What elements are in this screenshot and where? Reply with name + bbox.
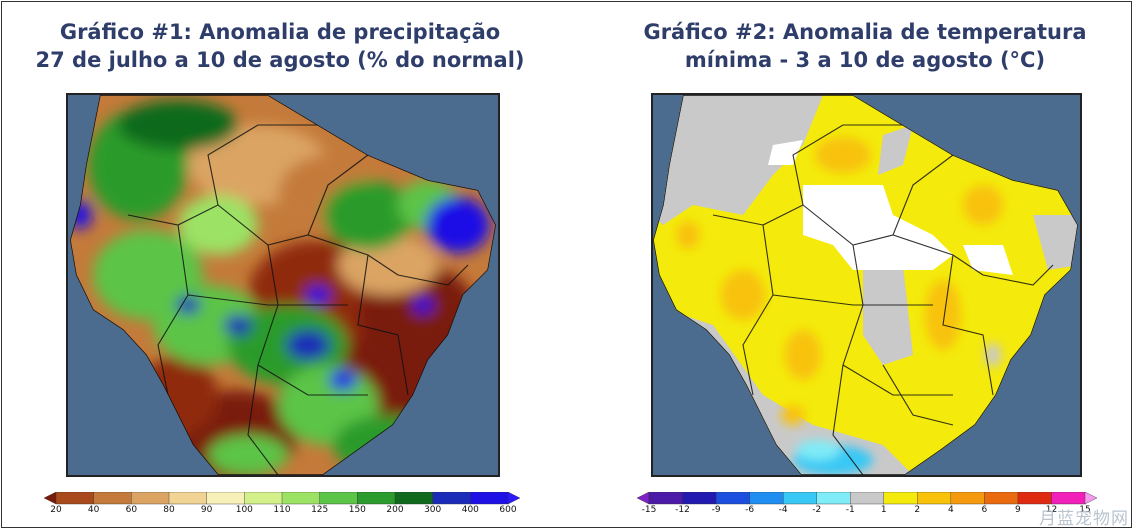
temperature-colorbar-label: 9 <box>1015 505 1021 515</box>
temperature-colorbar-label: -9 <box>711 505 721 515</box>
precipitation-colorbar-segment <box>44 492 57 505</box>
temperature-colorbar-segment <box>917 492 952 505</box>
precipitation-colorbar-label: 125 <box>311 505 329 515</box>
precipitation-colorbar-label: 600 <box>499 505 517 515</box>
precipitation-colorbar <box>44 492 520 505</box>
chart2-title-line1: Gráfico #2: Anomalia de temperatura <box>643 20 1087 44</box>
precipitation-colorbar-segment <box>507 492 520 505</box>
temperature-colorbar-label: -6 <box>745 505 755 515</box>
precipitation-colorbar-segment <box>168 492 208 505</box>
temperature-colorbar-segment <box>984 492 1019 505</box>
temperature-colorbar-segment <box>637 492 650 505</box>
temperature-colorbar-label: -1 <box>845 505 855 515</box>
precipitation-colorbar-labels: 20 40 60 80 90 100 110 125 150 200 300 400 600 <box>44 505 520 519</box>
temperature-colorbar-segment <box>749 492 784 505</box>
temperature-colorbar-label: 12 <box>1045 505 1058 515</box>
temperature-colorbar-label: -12 <box>675 505 690 515</box>
temperature-colorbar-segment <box>883 492 919 505</box>
temperature-colorbar-segment <box>782 492 818 505</box>
temperature-colorbar-label: 4 <box>947 505 954 515</box>
temperature-colorbar-segment <box>715 492 751 505</box>
precipitation-colorbar-segment <box>93 492 133 505</box>
temperature-colorbar-label: -2 <box>812 505 822 515</box>
temperature-anomaly-map <box>651 93 1082 477</box>
chart1-title-line1: Gráfico #1: Anomalia de precipitação <box>59 20 501 44</box>
precipitation-colorbar-segment <box>131 492 170 505</box>
precipitation-colorbar-segment <box>470 492 509 505</box>
precipitation-colorbar-segment <box>394 492 434 505</box>
chart2-title-line2: mínima - 3 a 10 de agosto (°C) <box>684 48 1046 72</box>
precipitation-colorbar-segment <box>206 492 246 505</box>
precipitation-colorbar-segment <box>357 492 396 505</box>
temperature-colorbar-segment <box>950 492 986 505</box>
precipitation-colorbar-label: 110 <box>273 505 291 515</box>
temperature-colorbar-label: 2 <box>914 505 921 515</box>
temperature-colorbar-label: 15 <box>1079 505 1091 515</box>
temperature-colorbar-segment <box>1051 492 1086 505</box>
chart1-title: Gráfico #1: Anomalia de precipitação 27 … <box>0 18 560 74</box>
temperature-colorbar-segment <box>816 492 851 505</box>
precipitation-colorbar-label: 90 <box>200 505 213 515</box>
temperature-colorbar-labels: -15 -12 -9 -6 -4 -2 -1 1 2 4 6 9 12 15 <box>637 505 1097 519</box>
precipitation-colorbar-segment <box>432 492 472 505</box>
temperature-colorbar-segment <box>1017 492 1053 505</box>
precipitation-colorbar-segment <box>281 492 321 505</box>
chart2-title: Gráfico #2: Anomalia de temperatura míni… <box>585 18 1135 74</box>
temperature-colorbar-segment <box>1084 492 1097 505</box>
precipitation-colorbar-segment <box>319 492 359 505</box>
precipitation-colorbar-label: 80 <box>163 505 175 515</box>
precipitation-colorbar-segment <box>244 492 283 505</box>
temperature-colorbar-label: -4 <box>778 505 788 515</box>
temperature-colorbar-segment <box>682 492 717 505</box>
temperature-colorbar-label: 1 <box>880 505 887 515</box>
temperature-colorbar-segment <box>850 492 885 505</box>
precipitation-colorbar-label: 20 <box>50 505 62 515</box>
precipitation-colorbar-label: 300 <box>424 505 442 515</box>
precipitation-map-svg <box>68 95 498 475</box>
temperature-colorbar <box>637 492 1097 505</box>
precipitation-colorbar-label: 60 <box>125 505 138 515</box>
precipitation-colorbar-label: 200 <box>386 505 404 515</box>
precipitation-colorbar-label: 150 <box>348 505 366 515</box>
precipitation-colorbar-label: 40 <box>87 505 100 515</box>
temperature-map-svg <box>653 95 1080 475</box>
precipitation-colorbar-segment <box>55 492 95 505</box>
temperature-colorbar-segment <box>648 492 684 505</box>
temperature-colorbar-label: -15 <box>641 505 657 515</box>
precipitation-anomaly-map <box>66 93 500 477</box>
precipitation-colorbar-label: 100 <box>235 505 253 515</box>
precipitation-colorbar-label: 400 <box>461 505 479 515</box>
temperature-colorbar-label: 6 <box>981 505 988 515</box>
watermark: 月蓝宠物网 <box>1039 509 1129 529</box>
chart1-title-line2: 27 de julho a 10 de agosto (% do normal) <box>35 48 525 72</box>
